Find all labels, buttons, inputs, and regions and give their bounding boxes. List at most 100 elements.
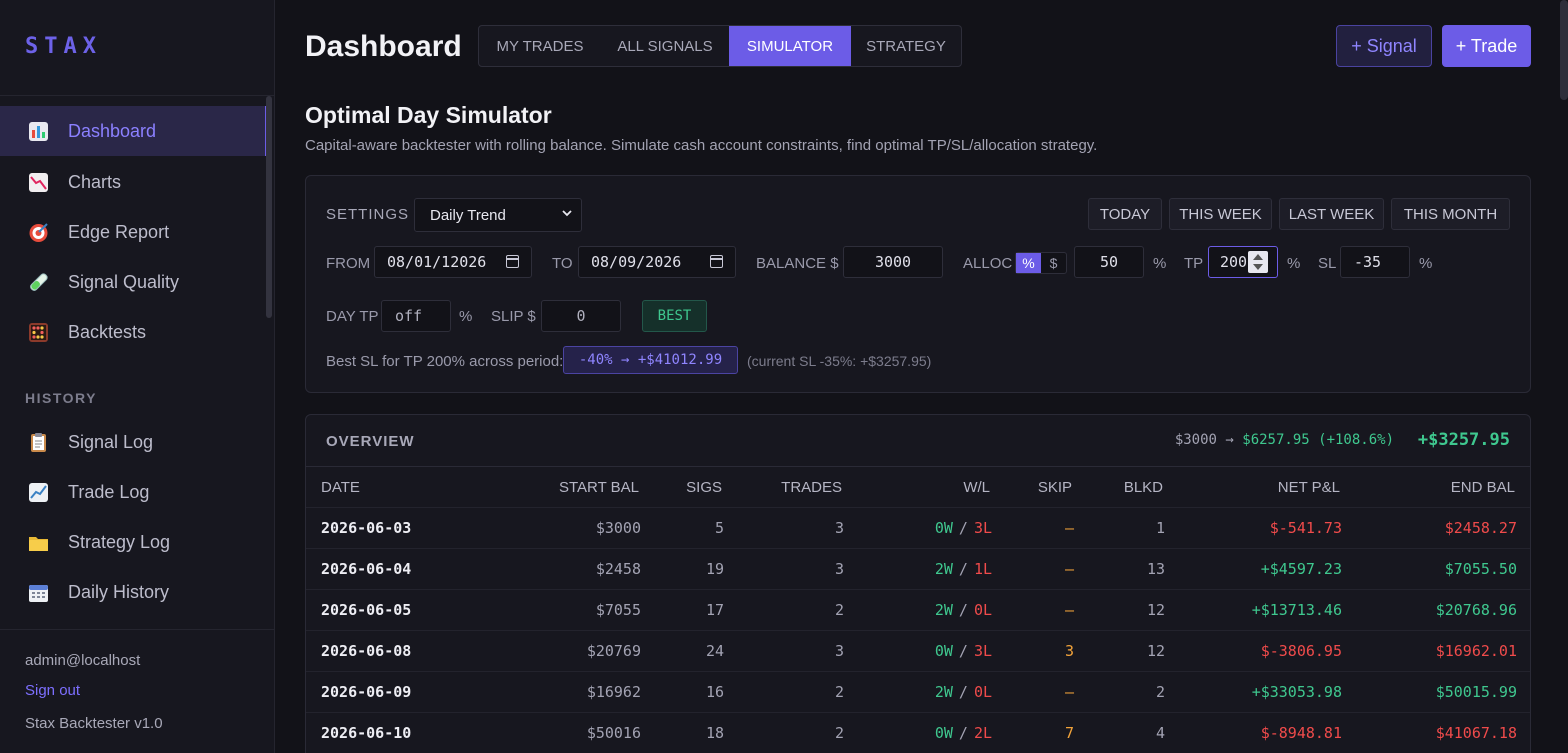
sidebar-item-strategy-log[interactable]: Strategy Log xyxy=(0,517,268,567)
cell-wl-separator: / xyxy=(958,724,968,742)
to-label: TO xyxy=(552,255,573,272)
best-sl-chip[interactable]: -40% → +$41012.99 xyxy=(563,346,738,374)
column-header-date[interactable]: DATE xyxy=(321,479,360,496)
clipboard-icon xyxy=(28,432,49,453)
calendar-picker-icon[interactable] xyxy=(710,255,723,268)
alloc-input[interactable]: 50 xyxy=(1074,246,1144,278)
sidebar-item-edge-report[interactable]: Edge Report xyxy=(0,207,268,257)
cell-wins: 2W xyxy=(934,601,953,619)
cell-net-pnl: +$33053.98 xyxy=(1251,683,1342,701)
day-tp-input[interactable]: off xyxy=(381,300,451,332)
tab-all-signals[interactable]: ALL SIGNALS xyxy=(617,37,713,55)
cell-start-bal: $3000 xyxy=(595,519,641,537)
view-tabs: MY TRADES ALL SIGNALS SIMULATOR STRATEGY xyxy=(478,25,962,67)
sidebar-item-trade-log[interactable]: Trade Log xyxy=(0,467,268,517)
table-row[interactable]: 2026-06-09 $16962 16 2 2 +$33053.98 $50015.99 2… xyxy=(306,671,1530,712)
cell-losses: 2L xyxy=(973,724,992,742)
cell-net-pnl: $-541.73 xyxy=(1269,519,1342,537)
sign-out-link[interactable]: Sign out xyxy=(25,682,81,699)
from-date-value: 08/01/12026 xyxy=(387,253,487,271)
cell-start-bal: $50016 xyxy=(586,724,641,742)
summary-start: $3000 → xyxy=(1174,432,1234,448)
sl-unit: % xyxy=(1419,255,1433,272)
cell-losses: 1L xyxy=(973,560,992,578)
page-scrollbar[interactable] xyxy=(1560,0,1568,100)
cell-wins: 0W xyxy=(934,519,953,537)
best-button[interactable]: BEST xyxy=(642,300,707,332)
sidebar-item-signal-quality[interactable]: Signal Quality xyxy=(0,257,268,307)
cell-wl-separator: / xyxy=(958,601,968,619)
add-trade-button[interactable]: + Trade xyxy=(1442,25,1531,67)
current-sl-text: (current SL -35%: +$3257.95) xyxy=(747,353,932,369)
alloc-dollar-option[interactable]: $ xyxy=(1049,255,1058,271)
tab-simulator[interactable]: SIMULATOR xyxy=(729,26,851,66)
cell-end-bal: $2458.27 xyxy=(1444,519,1517,537)
cell-net-pnl: +$13713.46 xyxy=(1251,601,1342,619)
today-button[interactable]: TODAY xyxy=(1088,198,1162,230)
cell-wl: 0W / 3L xyxy=(935,519,992,537)
cell-start-bal: $20769 xyxy=(586,642,641,660)
alloc-mode-toggle: % $ xyxy=(1015,252,1067,274)
cell-wl: 2W / 0L xyxy=(935,601,992,619)
this-month-button[interactable]: THIS MONTH xyxy=(1391,198,1510,230)
cell-wins: 2W xyxy=(934,560,953,578)
chart-up-icon xyxy=(28,482,49,503)
table-row[interactable]: 2026-06-03 $3000 5 3 1 $-541.73 $2458.27 0W / 3L — xyxy=(306,507,1530,548)
cell-net-pnl: +$4597.23 xyxy=(1260,560,1342,578)
cell-end-bal: $41067.18 xyxy=(1435,724,1517,742)
column-header-end-bal[interactable]: END BAL xyxy=(1450,479,1515,496)
table-row[interactable]: 2026-06-05 $7055 17 2 12 +$13713.46 $20768.96 2… xyxy=(306,589,1530,630)
sidebar-divider xyxy=(0,95,274,96)
sl-label: SL xyxy=(1318,255,1337,272)
column-header-net-pnl[interactable]: NET P&L xyxy=(1277,479,1340,496)
sidebar-item-signal-log[interactable]: Signal Log xyxy=(0,417,268,467)
sidebar-item-daily-history[interactable]: Daily History xyxy=(0,567,268,617)
sl-input[interactable]: -35 xyxy=(1340,246,1410,278)
balance-label: BALANCE $ xyxy=(756,255,839,272)
table-row[interactable]: 2026-06-04 $2458 19 3 13 +$4597.23 $7055.50 2W /… xyxy=(306,548,1530,589)
cell-blkd: 4 xyxy=(1155,724,1165,742)
sidebar-item-charts[interactable]: Charts xyxy=(0,157,268,207)
last-week-button[interactable]: LAST WEEK xyxy=(1279,198,1384,230)
user-email: admin@localhost xyxy=(25,652,141,669)
column-header-blkd[interactable]: BLKD xyxy=(1123,479,1163,496)
sidebar-item-backtests[interactable]: Backtests xyxy=(0,307,268,357)
add-signal-button[interactable]: + Signal xyxy=(1336,25,1432,67)
tab-strategy[interactable]: STRATEGY xyxy=(866,37,946,55)
column-header-trades[interactable]: TRADES xyxy=(781,479,842,496)
tp-value: 200 xyxy=(1220,253,1248,271)
cell-trades: 3 xyxy=(834,519,844,537)
sidebar-scrollbar[interactable] xyxy=(266,96,272,318)
this-week-button[interactable]: THIS WEEK xyxy=(1169,198,1272,230)
column-header-start-bal[interactable]: START BAL xyxy=(558,479,639,496)
number-spinner-icon[interactable] xyxy=(1248,251,1268,273)
calendar-picker-icon[interactable] xyxy=(506,255,519,268)
cell-sigs: 17 xyxy=(705,601,724,619)
summary-pct: (+108.6%) xyxy=(1318,432,1394,448)
sidebar-item-label: Strategy Log xyxy=(68,531,171,552)
slip-input[interactable]: 0 xyxy=(541,300,621,332)
column-header-sigs[interactable]: SIGS xyxy=(686,479,722,496)
column-header-wl[interactable]: W/L xyxy=(963,479,990,496)
cell-sigs: 18 xyxy=(705,724,724,742)
balance-input[interactable]: 3000 xyxy=(843,246,943,278)
from-date-input[interactable]: 08/01/12026 xyxy=(374,246,532,278)
column-header-skip[interactable]: SKIP xyxy=(1037,479,1072,496)
cell-date: 2026-06-10 xyxy=(321,724,412,742)
cell-sigs: 19 xyxy=(705,560,724,578)
tp-label: TP xyxy=(1184,255,1204,272)
strategy-select[interactable]: Daily Trend xyxy=(414,198,582,232)
alloc-percent-option[interactable]: % xyxy=(1016,253,1041,273)
table-row[interactable]: 2026-06-08 $20769 24 3 12 $-3806.95 $16962.01 0… xyxy=(306,630,1530,671)
tab-my-trades[interactable]: MY TRADES xyxy=(496,37,584,55)
settings-label: SETTINGS xyxy=(326,206,410,223)
sidebar-item-label: Signal Log xyxy=(68,431,154,452)
sidebar-item-dashboard[interactable]: Dashboard xyxy=(0,106,268,156)
cell-end-bal: $16962.01 xyxy=(1435,642,1517,660)
table-row[interactable]: 2026-06-10 $50016 18 2 4 $-8948.81 $41067.18 0W… xyxy=(306,712,1530,753)
app-logo[interactable]: STAX xyxy=(25,34,102,59)
cell-wl-separator: / xyxy=(958,642,968,660)
overview-total: +$3257.95 xyxy=(1417,430,1510,450)
tp-input[interactable]: 200 xyxy=(1208,246,1278,278)
to-date-input[interactable]: 08/09/2026 xyxy=(578,246,736,278)
